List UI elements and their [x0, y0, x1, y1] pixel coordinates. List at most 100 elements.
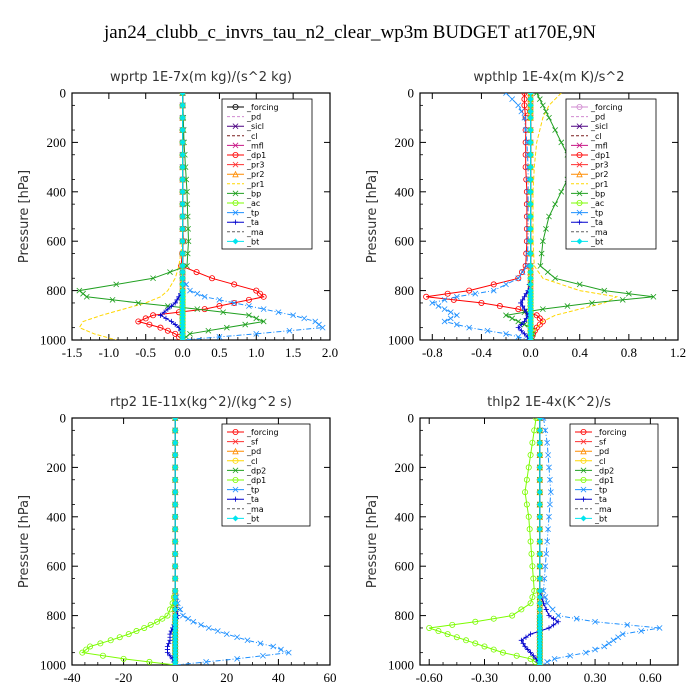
series_dp1-point — [193, 269, 200, 276]
legend-box — [569, 423, 659, 527]
series_tp-point — [518, 108, 525, 115]
series_bp-point — [167, 269, 173, 275]
series_dp1-point — [472, 618, 479, 625]
series_tp-point — [270, 643, 277, 650]
series_bp-point — [552, 275, 559, 282]
series_bt-point — [172, 489, 179, 496]
series_pr1-line — [530, 93, 619, 340]
series_dp1-point — [496, 303, 503, 310]
series_bt-point — [527, 250, 534, 257]
series_bp-point — [150, 275, 156, 282]
legend-marker — [232, 199, 239, 206]
series_bt-point — [172, 606, 179, 613]
series_bt-point — [536, 563, 543, 570]
y-tick-label: 200 — [47, 135, 67, 150]
legend-entry: _ma — [246, 228, 264, 237]
legend-entry: _dp1 — [590, 151, 610, 160]
series_tp-point — [524, 263, 530, 269]
series_tp-point — [546, 464, 552, 471]
series_bp-point — [537, 263, 544, 269]
legend-entry: _cl — [590, 132, 602, 141]
series_bp-point — [619, 296, 626, 303]
series_bp-point — [184, 188, 190, 195]
legend-marker — [232, 151, 239, 158]
series_dp1-point — [481, 643, 488, 650]
series_tp-point — [573, 615, 580, 622]
y-tick-label: 600 — [47, 234, 67, 249]
series_bt-point — [536, 575, 543, 582]
legend-marker — [232, 104, 239, 111]
series_dp1-point — [444, 631, 451, 638]
legend-marker — [232, 428, 239, 435]
series_dp1-point — [79, 649, 86, 656]
series_tp-point — [205, 625, 212, 631]
legend-marker — [232, 438, 239, 445]
series_bp-point — [552, 201, 559, 208]
series_dp1-point — [146, 321, 153, 328]
series_tp-point — [490, 287, 497, 294]
series_bt-point — [527, 238, 534, 245]
series_tp-point — [503, 330, 509, 337]
series_dp1-point — [518, 269, 525, 276]
series_dp1-point — [120, 655, 127, 662]
series_dp1-point — [260, 293, 267, 300]
y-tick-label: 200 — [395, 460, 415, 475]
series_dp1-point — [490, 615, 497, 622]
series_dp1-point — [209, 275, 216, 282]
figure-title: jan24_clubb_c_invrs_tau_n2_clear_wp3m BU… — [104, 22, 596, 43]
series_dp1-point — [536, 321, 543, 328]
panel-title: wprtp 1E-7x(m kg)/(s^2 kg) — [110, 70, 292, 85]
legend-entry: _forcing — [594, 428, 627, 437]
chart-panel-3: rtp2 1E-11x(kg^2)/(kg^2 s) Pressure [hPa]… — [17, 395, 337, 685]
series_tp-point — [524, 250, 531, 257]
legend-entry: _sf — [246, 438, 258, 447]
series_tp-point — [542, 427, 549, 434]
series_bt-point — [179, 127, 186, 134]
series_tp-point — [515, 334, 522, 340]
series_ta-point — [519, 297, 526, 303]
series_bp-point — [539, 102, 546, 109]
series_dp1-point — [499, 649, 506, 656]
legend-marker — [580, 457, 587, 464]
series_ta-point — [166, 640, 172, 646]
series_bt-point — [179, 151, 186, 158]
legend-marker — [232, 123, 239, 130]
series_bp-point — [558, 139, 565, 146]
legend-marker — [232, 190, 239, 197]
series_tp-point — [542, 594, 549, 600]
legend-entry: _ta — [246, 495, 259, 504]
series_bp-point — [533, 93, 540, 96]
y-tick-label: 400 — [395, 509, 415, 524]
series_bt-point — [172, 464, 179, 471]
legend-entry: _dp2 — [246, 466, 266, 475]
y-tick-label: 1000 — [388, 658, 414, 673]
legend-entry: _forcing — [590, 103, 623, 112]
legend-entry: _bt — [246, 514, 259, 523]
series_bt-point — [536, 526, 543, 533]
series_bt-point — [527, 201, 534, 208]
series_ta-point — [172, 321, 178, 328]
series_ta-point — [530, 653, 536, 659]
series_tp-point — [540, 588, 547, 594]
series_dp1-point — [521, 93, 528, 96]
legend-entry: _cl — [246, 132, 258, 141]
series_dp1-point — [172, 330, 179, 337]
y-tick-label: 0 — [60, 86, 67, 101]
series_bt-point — [172, 563, 179, 570]
series_bt-point — [527, 139, 534, 146]
legend-marker — [232, 170, 239, 178]
legend-entry: _sicl — [246, 122, 264, 131]
series_dp1-point — [515, 306, 522, 313]
series_dp1-point — [526, 526, 533, 533]
series_tp-point — [521, 114, 528, 121]
series_bt-point — [527, 188, 534, 195]
series_dp1-point — [525, 464, 532, 471]
y-tick-label: 1000 — [40, 658, 66, 673]
legend-marker — [232, 209, 239, 216]
series_tp-point — [549, 606, 556, 613]
series_dp1-point — [513, 652, 520, 659]
axes-frame — [419, 417, 679, 666]
series_dp1-point — [533, 312, 540, 319]
series_bp-point — [80, 290, 86, 297]
series_ta-point — [167, 653, 173, 659]
